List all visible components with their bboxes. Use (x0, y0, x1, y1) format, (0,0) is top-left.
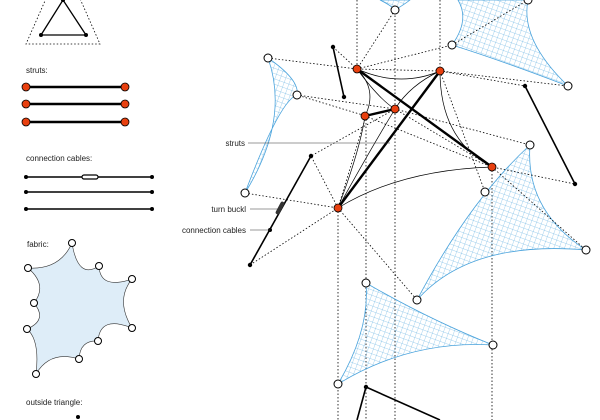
connection-cables-callout: connection cables (182, 226, 246, 235)
legend-struts (21, 82, 130, 127)
strut-nodes (333, 64, 497, 213)
dotted-cables (244, 0, 587, 301)
turn-buckle-callout: turn buckl (211, 205, 246, 214)
legend-fabric (23, 239, 136, 378)
cable-end-nodes (247, 44, 578, 390)
turn-buckle-icon (81, 174, 99, 180)
struts-callout: struts (225, 139, 245, 148)
legend-outside-triangle-label: outside triangle: (26, 398, 82, 407)
legend-cables-label: connection cables: (26, 154, 92, 163)
fabric-nodes (240, 0, 591, 389)
legend-triangle (25, 0, 101, 45)
fabric-panels (244, 0, 587, 385)
struts (337, 68, 493, 209)
legend-struts-label: struts: (26, 66, 48, 75)
legend-cables (24, 174, 154, 211)
legend-outside-triangle-node (76, 415, 80, 419)
legend-fabric-label: fabric: (27, 240, 49, 249)
turn-buckle-icon (275, 201, 285, 215)
